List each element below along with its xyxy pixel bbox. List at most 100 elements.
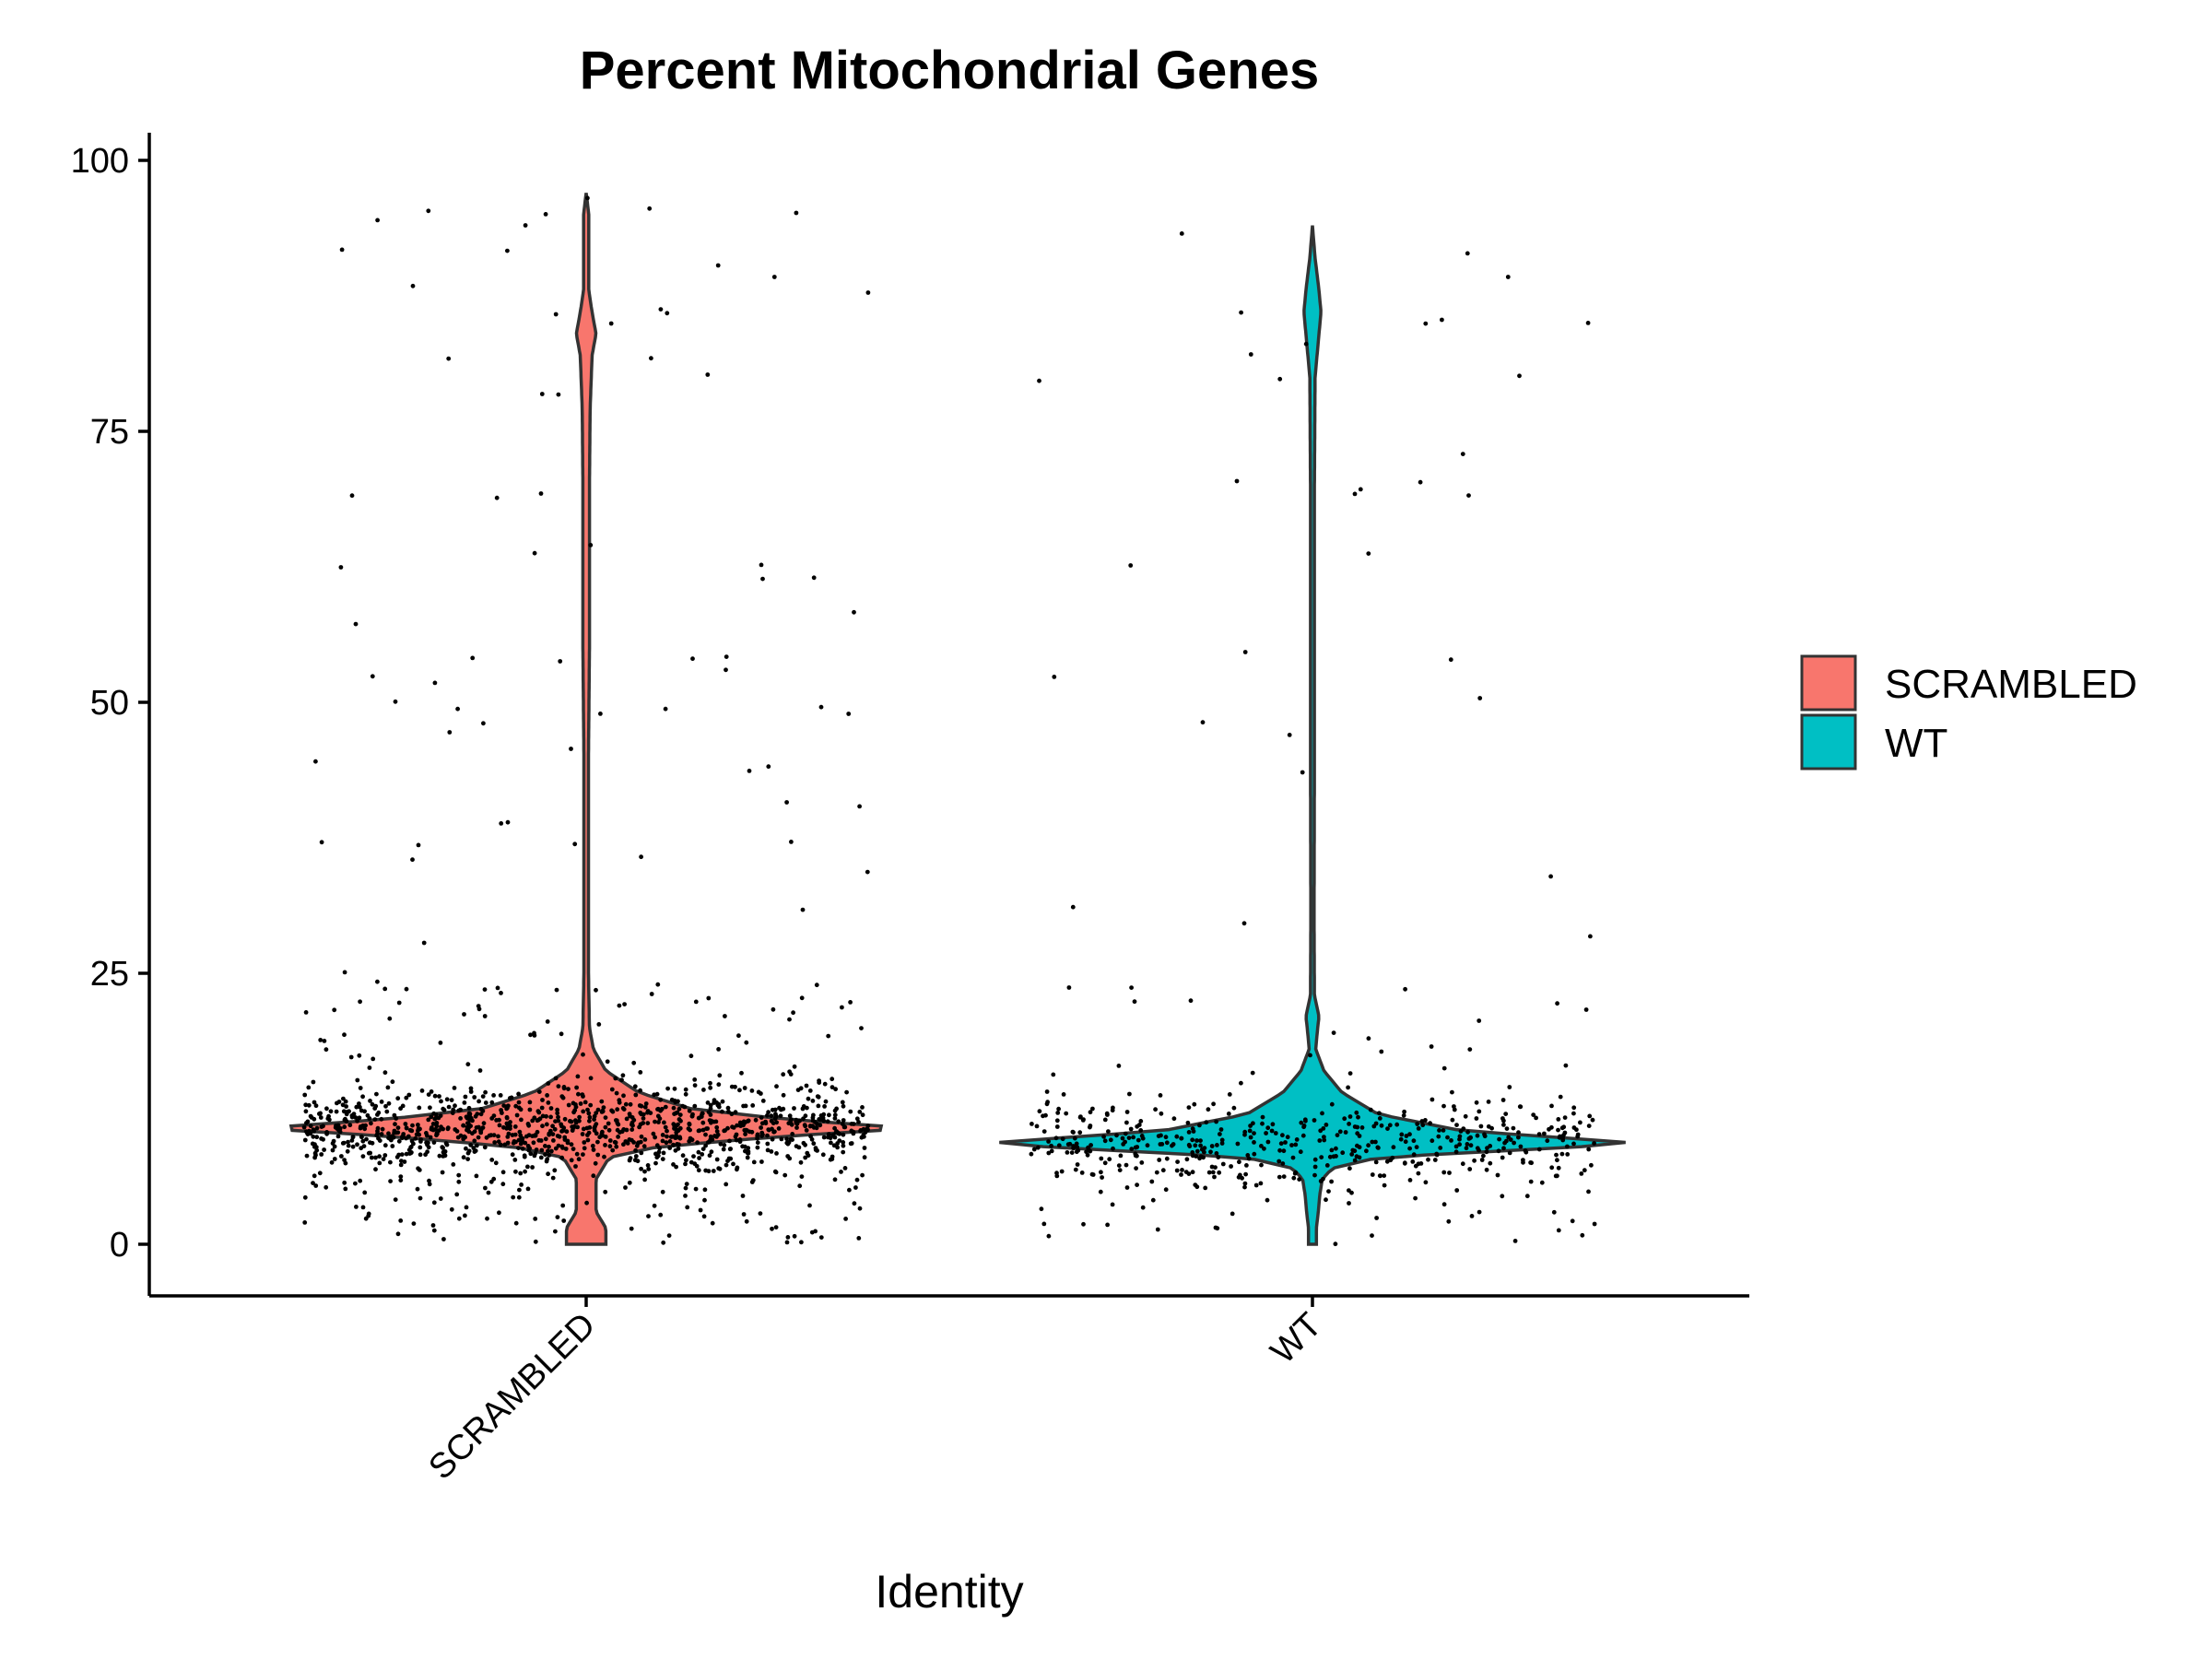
y-axis: 0 25 50 75 100 xyxy=(71,142,149,1265)
data-point xyxy=(445,1125,451,1131)
data-point xyxy=(562,1137,568,1142)
data-point xyxy=(495,985,500,991)
data-point xyxy=(720,1099,725,1104)
data-point xyxy=(500,1182,506,1187)
data-point xyxy=(556,1143,561,1148)
data-point xyxy=(1557,1135,1562,1140)
data-point xyxy=(561,1218,567,1223)
data-point xyxy=(794,1125,799,1130)
data-point xyxy=(418,1139,423,1144)
data-point xyxy=(382,1143,388,1148)
data-point xyxy=(1441,1202,1447,1207)
data-point xyxy=(1556,1117,1561,1122)
data-point xyxy=(586,1111,592,1116)
data-point xyxy=(1226,1112,1231,1116)
data-point xyxy=(560,1095,566,1100)
data-point xyxy=(1477,1018,1482,1023)
data-point xyxy=(569,747,573,751)
data-point xyxy=(432,1093,438,1099)
data-point xyxy=(647,206,653,211)
data-point xyxy=(1030,1122,1034,1126)
data-point xyxy=(1241,921,1247,926)
data-point xyxy=(477,1124,481,1130)
data-point xyxy=(1056,1143,1062,1148)
data-point xyxy=(570,1128,575,1133)
data-point xyxy=(1308,1053,1312,1058)
data-point xyxy=(1135,1137,1141,1143)
data-point xyxy=(596,1022,602,1027)
data-point xyxy=(603,1135,608,1139)
data-point xyxy=(1574,1127,1579,1133)
data-point xyxy=(1215,1143,1219,1147)
data-point xyxy=(376,1110,382,1115)
data-point xyxy=(390,1079,395,1085)
data-point xyxy=(1116,1064,1122,1068)
data-point xyxy=(1211,1101,1216,1107)
data-point xyxy=(540,1124,545,1129)
data-point xyxy=(683,1161,688,1167)
data-point xyxy=(411,1221,417,1226)
data-point xyxy=(716,1082,722,1088)
data-point xyxy=(491,1133,497,1137)
data-point xyxy=(1149,1179,1155,1184)
data-point xyxy=(1329,1179,1334,1184)
data-point xyxy=(1064,1111,1069,1116)
data-point xyxy=(813,1229,818,1234)
data-point xyxy=(1265,1197,1270,1203)
data-point xyxy=(1253,1182,1259,1188)
data-point xyxy=(856,1236,862,1241)
data-point xyxy=(683,1087,688,1092)
data-point xyxy=(513,1103,519,1109)
data-point xyxy=(1049,1143,1053,1148)
data-point xyxy=(1056,1106,1061,1112)
data-point xyxy=(475,1112,480,1116)
data-point xyxy=(697,1128,702,1133)
data-point xyxy=(1430,1097,1435,1102)
data-point xyxy=(1242,1184,1247,1190)
data-point xyxy=(540,1113,546,1119)
data-point xyxy=(613,1140,618,1146)
data-point xyxy=(473,1148,478,1153)
data-point xyxy=(1029,1151,1034,1157)
data-point xyxy=(546,1081,551,1086)
data-point xyxy=(555,1215,560,1219)
data-point xyxy=(683,1194,688,1198)
data-point xyxy=(705,1100,711,1105)
data-point xyxy=(1277,1147,1282,1153)
data-point xyxy=(853,1185,858,1190)
data-point xyxy=(1531,1112,1536,1117)
data-point xyxy=(377,1138,382,1143)
data-point xyxy=(606,1127,612,1133)
data-point xyxy=(610,1147,616,1153)
data-point xyxy=(1084,1149,1088,1155)
data-point xyxy=(792,1106,796,1111)
data-point xyxy=(408,1145,414,1150)
data-point xyxy=(1394,1122,1400,1127)
data-point xyxy=(1244,1163,1249,1168)
data-point xyxy=(615,1127,620,1133)
data-point xyxy=(1194,1138,1199,1143)
data-point xyxy=(1402,1109,1406,1114)
data-point xyxy=(501,1103,507,1108)
data-point xyxy=(313,1183,319,1188)
data-point xyxy=(1302,1117,1308,1123)
data-point xyxy=(1174,1134,1180,1139)
data-point xyxy=(1193,1143,1198,1148)
data-point xyxy=(525,1144,531,1148)
data-point xyxy=(462,1012,466,1017)
data-point xyxy=(424,1131,429,1135)
data-point xyxy=(492,1140,498,1145)
jitter-points-scrambled xyxy=(301,195,871,1245)
data-point xyxy=(476,1135,481,1140)
data-point xyxy=(1037,1109,1042,1114)
data-point xyxy=(1270,1122,1276,1127)
data-point xyxy=(745,1150,750,1156)
data-point xyxy=(724,654,729,659)
data-point xyxy=(684,1182,689,1186)
data-point xyxy=(581,1109,586,1114)
data-point xyxy=(593,1160,598,1166)
data-point xyxy=(322,1147,326,1152)
legend-label-wt: WT xyxy=(1885,721,1947,766)
data-point xyxy=(677,1106,682,1112)
data-point xyxy=(840,1005,844,1010)
